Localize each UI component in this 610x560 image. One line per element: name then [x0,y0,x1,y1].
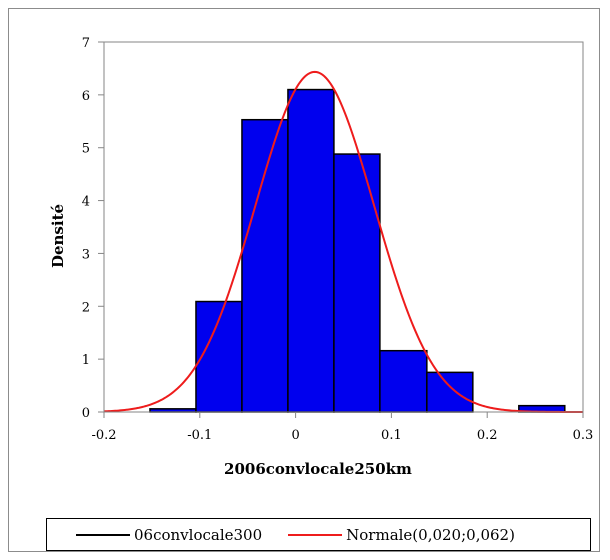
legend-swatch-normal [288,533,343,536]
x-tick-label: 0.2 [477,428,498,443]
x-axis-title: 2006convlocale250km [224,460,412,478]
y-tick-label: 7 [82,36,90,51]
y-axis-title: Densité [49,204,67,268]
x-tick-label: -0.2 [91,428,116,443]
chart-frame: -0.2 -0.1 0 0.1 0.2 0.3 0 1 2 3 4 5 6 7 Densité 2006c… [8,8,600,552]
x-tick-label: 0.3 [573,428,594,443]
legend-item-series: 06convlocale300 [76,526,262,544]
histogram-bar-6 [426,371,474,413]
y-tick-label: 4 [82,195,90,210]
legend-label-normal: Normale(0,020;0,062) [346,525,515,544]
legend-swatch-series [76,533,130,536]
legend: 06convlocale300 Normale(0,020;0,062) [46,518,591,551]
histogram-bar-2 [241,118,289,413]
histogram-bar-4 [333,153,381,413]
legend-item-normal: Normale(0,020;0,062) [288,526,515,544]
histogram-chart: -0.2 -0.1 0 0.1 0.2 0.3 0 1 2 3 4 5 6 7 Densité 2006c… [49,36,594,478]
histogram-bar-3 [287,88,335,413]
normal-curve-line [103,70,583,413]
x-tick-label: 0 [291,428,299,443]
histogram-bar-5 [379,349,428,413]
y-tick-label: 0 [82,406,90,421]
y-tick-label: 3 [82,247,90,262]
y-tick-label: 1 [82,353,90,368]
legend-label-series: 06convlocale300 [134,525,263,544]
x-tick-label: 0.1 [381,428,402,443]
y-tick-label: 6 [82,89,90,104]
x-tick-label: -0.1 [187,428,212,443]
y-tick-label: 2 [82,300,90,315]
y-tick-label: 5 [82,142,90,157]
